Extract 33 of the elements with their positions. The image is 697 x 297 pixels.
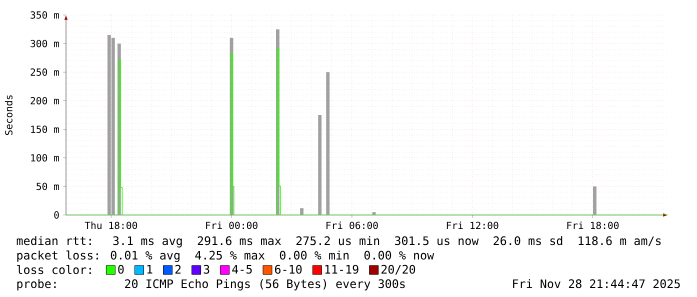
legend-label: 1 — [147, 264, 152, 274]
text: probe: 20 ICMP Echo Pings (56 Bytes) every 300s — [17, 279, 405, 290]
legend-label: 2 — [175, 264, 181, 274]
y-tick-label: 350 m — [30, 11, 60, 19]
text: Fri Nov 28 21:44:47 2025 — [513, 279, 680, 288]
bar — [107, 34, 111, 215]
legend-label: 6-10 — [274, 264, 302, 274]
y-tick-label: 200 m — [30, 96, 60, 104]
legend-label: 4-5 — [232, 264, 252, 274]
y-tick-label: 100 m — [31, 154, 60, 162]
bar — [300, 208, 304, 215]
text: packet loss: 0.01 % avg 4.25 % max 0.00 % min 0.00 % now — [17, 250, 434, 262]
legend-label: 3 — [204, 264, 210, 274]
y-axis-title: Seconds — [4, 95, 12, 135]
legend-label: 11-19 — [325, 264, 358, 274]
text: median rtt: 3.1 ms avg 291.6 ms max 275.2 us min 301.5 us now 26.0 ms sd 118.6 m am/s — [16, 236, 661, 248]
y-tick-label: 50 m — [36, 182, 60, 190]
bar — [593, 186, 596, 215]
x-tick-label: Fri 06:00 — [326, 222, 378, 230]
bar — [318, 114, 322, 215]
x-tick-label: Thu 18:00 — [84, 222, 138, 230]
y-tick-label: 0 — [54, 211, 59, 219]
y-tick-label: 150 m — [31, 126, 60, 133]
y-tick-label: 300 m — [30, 40, 60, 48]
bar — [111, 38, 115, 215]
legend-label: 0 — [118, 264, 124, 274]
legend-title: loss color: — [17, 265, 91, 274]
bar — [326, 72, 330, 215]
x-tick-label: Fri 00:00 — [206, 222, 258, 230]
x-tick-label: Fri 12:00 — [446, 222, 498, 230]
x-tick-label: Fri 18:00 — [567, 222, 619, 230]
legend-label: 20/20 — [381, 264, 416, 275]
y-tick-label: 250 m — [30, 68, 60, 76]
